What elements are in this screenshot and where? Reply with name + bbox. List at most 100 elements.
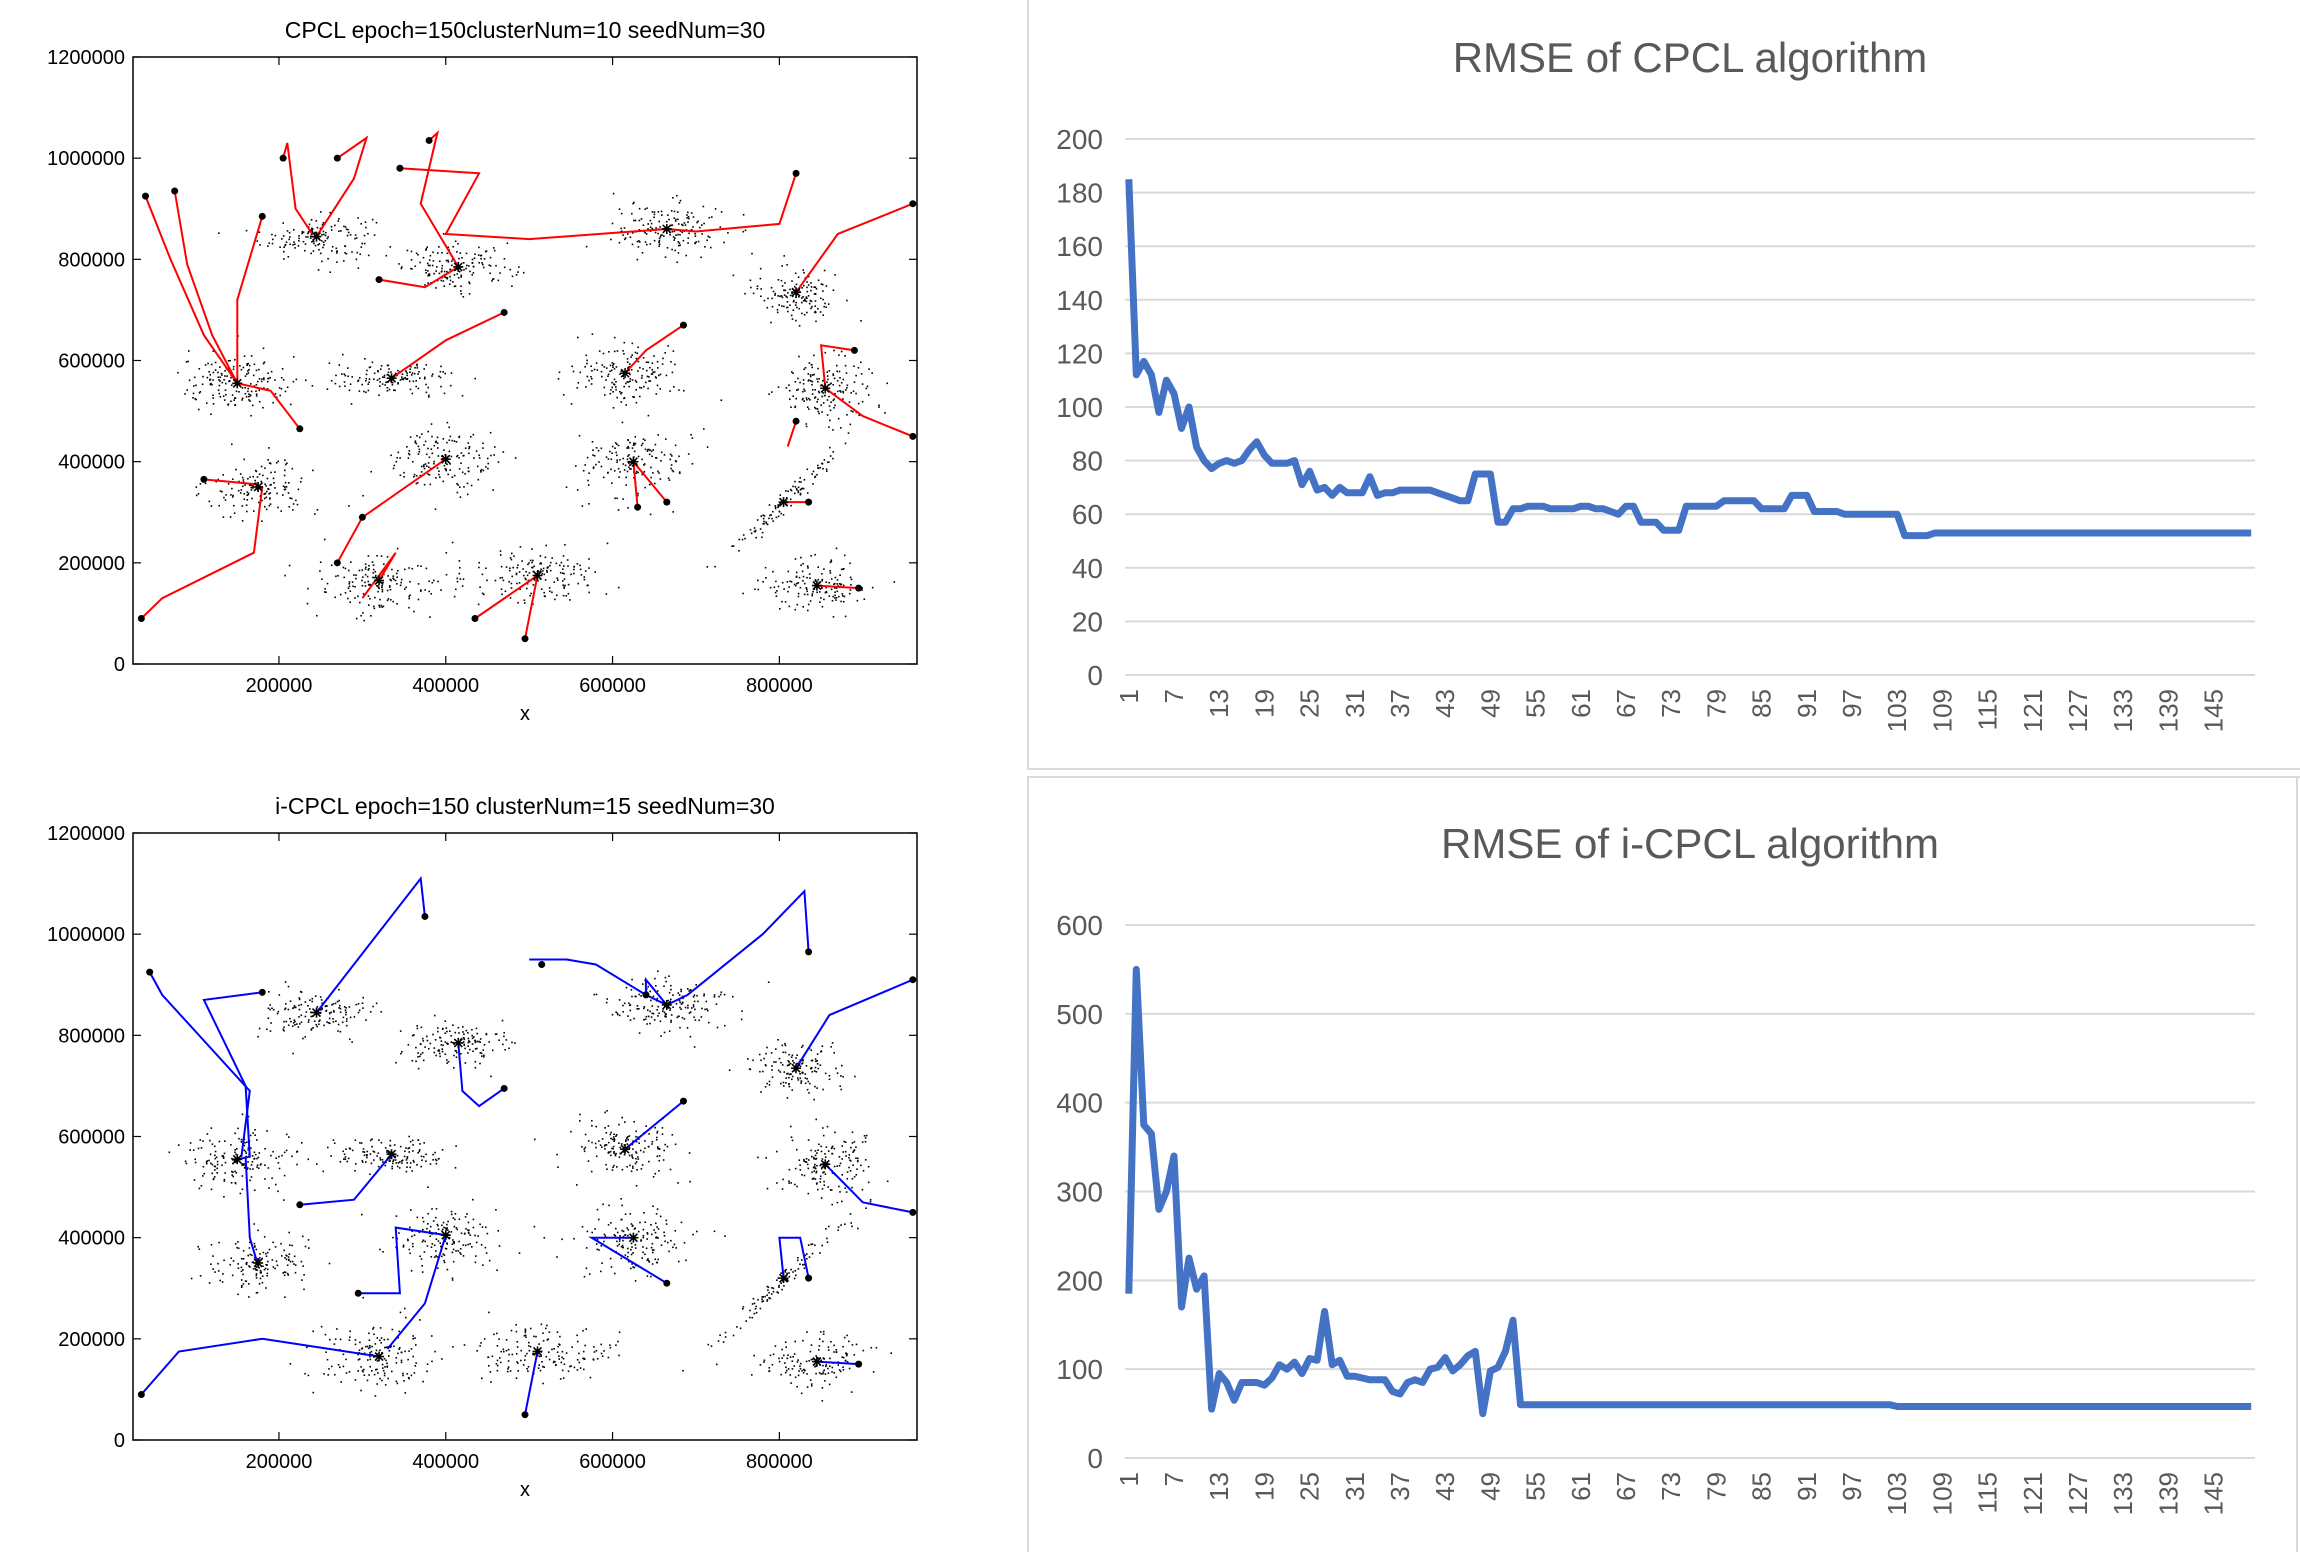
data-point (657, 1258, 659, 1261)
data-point (503, 266, 506, 269)
data-point (674, 249, 676, 252)
data-point (811, 594, 813, 597)
data-point (235, 468, 237, 471)
data-point (668, 991, 671, 994)
data-point (766, 1299, 769, 1301)
data-point (697, 240, 700, 243)
data-point (598, 350, 601, 352)
data-point (427, 1212, 429, 1215)
data-point (436, 442, 439, 444)
data-point (637, 246, 640, 248)
data-point (358, 569, 361, 572)
data-point (821, 1158, 824, 1160)
data-point (406, 1373, 409, 1375)
data-point (210, 363, 213, 366)
data-point (836, 364, 838, 367)
data-point (890, 1352, 892, 1354)
data-point (320, 1325, 323, 1328)
data-point (210, 382, 212, 385)
x-tick-label: 31 (1340, 1472, 1370, 1501)
data-point (272, 477, 275, 480)
data-point (195, 398, 197, 401)
data-point (558, 371, 561, 374)
data-point (813, 1156, 815, 1159)
data-point (453, 285, 456, 288)
data-point (515, 573, 518, 576)
y-tick-label: 200000 (58, 553, 125, 575)
data-point (595, 1349, 598, 1352)
data-point (464, 1047, 466, 1050)
data-point (842, 378, 845, 381)
data-point (598, 1218, 600, 1221)
data-point (468, 281, 470, 283)
data-point (708, 1021, 710, 1024)
data-point (351, 581, 354, 583)
data-point (647, 1015, 650, 1018)
seed-point (279, 154, 287, 162)
data-point (351, 1041, 353, 1043)
data-point (365, 373, 368, 376)
data-point (643, 1006, 646, 1008)
data-point (478, 457, 481, 459)
x-tick-label: 139 (2153, 1472, 2183, 1515)
data-point (451, 1041, 454, 1044)
data-point (831, 1172, 834, 1174)
data-point (673, 210, 676, 213)
data-point (478, 262, 480, 264)
data-point (829, 1357, 831, 1360)
data-point (240, 368, 243, 371)
data-point (659, 373, 662, 376)
data-point (636, 258, 639, 261)
data-point (299, 990, 302, 993)
data-point (865, 1134, 868, 1137)
data-point (556, 1153, 558, 1156)
data-point (561, 572, 564, 574)
data-point (742, 1308, 744, 1310)
data-point (752, 1059, 754, 1062)
y-tick-label: 400000 (58, 1228, 125, 1250)
data-point (256, 1157, 258, 1160)
cluster-center-marker (532, 1346, 543, 1357)
data-point (418, 1150, 421, 1153)
data-point (652, 1251, 654, 1254)
data-point (810, 307, 812, 310)
data-point (434, 1158, 437, 1161)
data-point (828, 461, 830, 463)
seed-trajectory (588, 1236, 668, 1285)
data-point (884, 412, 886, 414)
data-point (351, 376, 353, 378)
data-point (833, 1052, 835, 1054)
data-point (807, 1244, 810, 1246)
data-point (617, 444, 620, 447)
data-point (620, 1218, 622, 1221)
data-point (349, 234, 352, 236)
data-point (366, 1379, 369, 1382)
x-tick-label: 43 (1430, 1472, 1460, 1501)
seed-trajectory (399, 167, 667, 241)
data-point (834, 274, 836, 276)
data-point (459, 578, 462, 580)
data-point (826, 1125, 829, 1128)
data-point (338, 218, 340, 220)
data-point (289, 236, 291, 238)
data-point (644, 1147, 646, 1150)
data-point (816, 401, 818, 403)
data-point (435, 1255, 437, 1257)
data-point (325, 1351, 327, 1353)
data-point (775, 1061, 777, 1063)
data-point (591, 333, 594, 335)
data-point (627, 447, 630, 449)
data-point (776, 590, 778, 592)
data-point (616, 1240, 618, 1243)
data-point (631, 995, 633, 998)
data-point (461, 257, 463, 259)
data-point (822, 392, 824, 394)
data-point (296, 1163, 298, 1166)
data-point (605, 1132, 608, 1134)
data-point (806, 1163, 809, 1166)
data-point (814, 553, 816, 556)
data-point (603, 1145, 606, 1147)
data-point (510, 1329, 513, 1332)
data-point (635, 357, 638, 360)
data-point (456, 251, 458, 253)
